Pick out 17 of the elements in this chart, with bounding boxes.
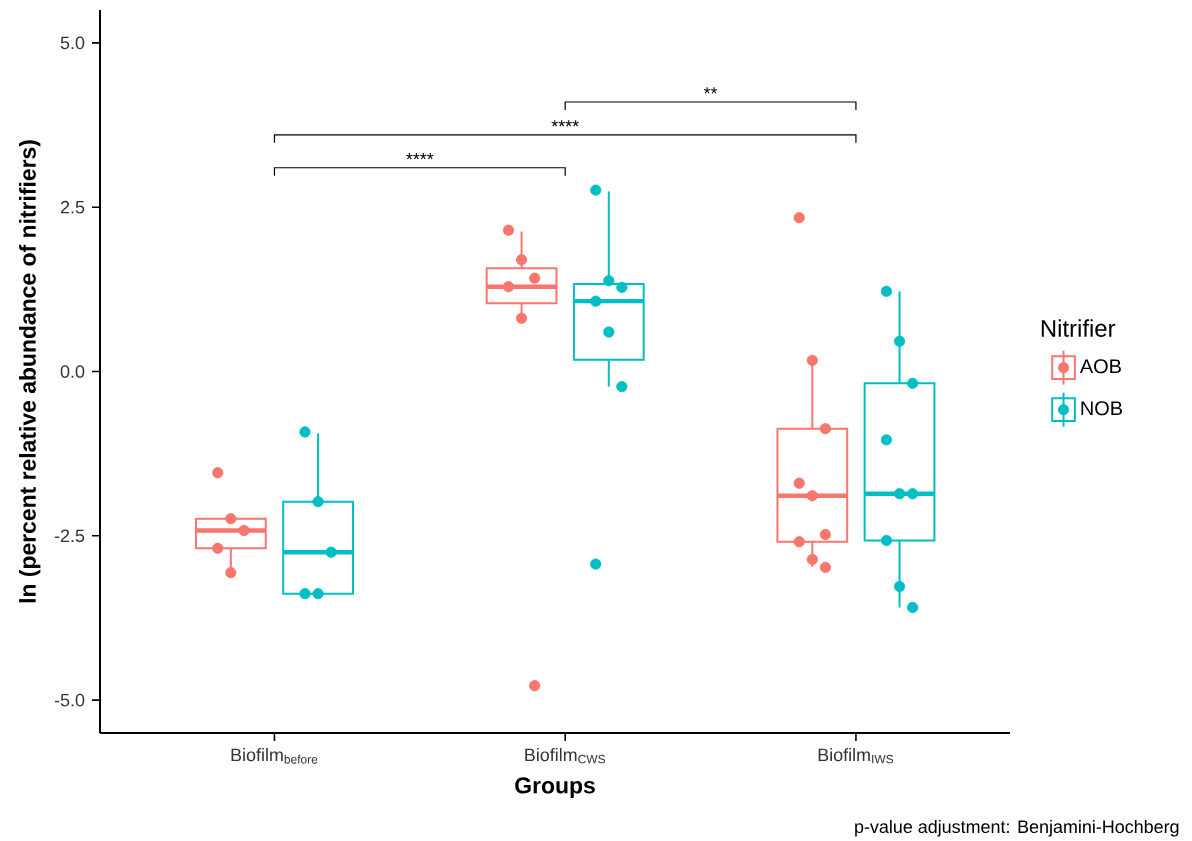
annotation: ** — [703, 87, 718, 94]
legend-label: AOB — [1079, 359, 1121, 374]
y-tick-label: -2.5 — [54, 529, 85, 543]
y-tick-label: 2.5 — [60, 200, 85, 214]
y-tick-label: -5.0 — [54, 693, 85, 707]
y-axis-title: ln (percent relative abundance of nitrifiers) — [19, 140, 41, 603]
annotation: **** — [406, 153, 434, 160]
x-tick-label: Biofilm$_{IWS}$ — [818, 748, 894, 764]
x-tick-label: Biofilm$_{before}$ — [231, 748, 318, 764]
legend-title: Nitrifier — [1041, 319, 1116, 337]
y-tick-label: 0.0 — [60, 365, 85, 378]
x-tick-label: Biofilm$_{CWS}$ — [525, 748, 605, 764]
y-tick-label: 5.0 — [60, 36, 85, 50]
text: p-value adjustment: Benjamini-Hochberg — [855, 819, 1179, 837]
annotation: **** — [551, 120, 579, 127]
legend-label: NOB — [1081, 401, 1122, 416]
x-axis-title: Groups — [515, 777, 595, 799]
